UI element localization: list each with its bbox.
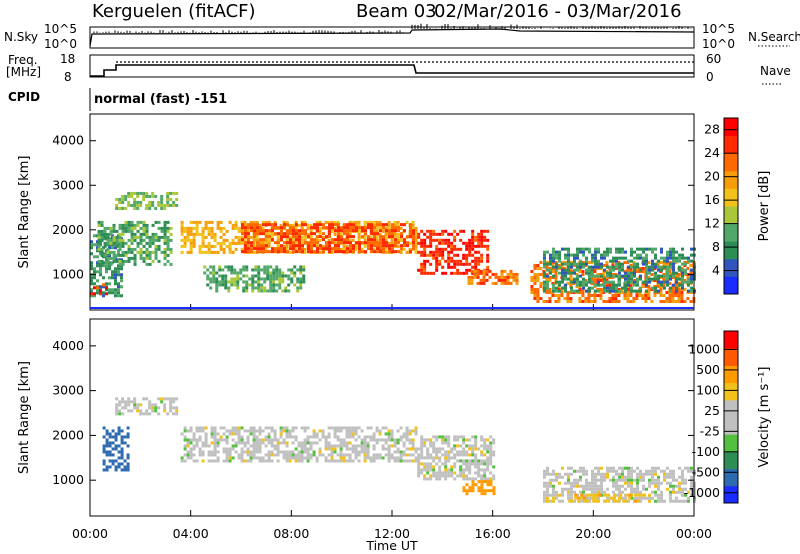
colorbar-tick-label: -1000 [684,485,720,500]
colorbar-tick-label: 25 [704,403,720,418]
colorbar-swatch [724,135,738,154]
nsky-spikes [93,23,692,33]
station-title: Kerguelen (fitACF) [92,1,256,22]
colorbar-tick-label: 500 [696,362,720,377]
colorbar-swatch [724,223,738,242]
data-region [115,397,179,416]
data-region [203,265,306,293]
y-tick-label: 2000 [52,222,84,237]
colorbar-swatch [724,468,738,487]
colorbar-tick-label: -25 [700,423,720,438]
y-axis-label: Slant Range [km] [17,156,32,269]
x-tick-label: 04:00 [173,526,209,541]
y-axis-label: Slant Range [km] [17,361,32,474]
nsearch-tick-top: 10^5 [702,22,735,36]
colorbar-tick-label: -100 [692,444,720,459]
beam-label: Beam 03 [356,1,437,22]
colorbar-tick-label: 24 [704,145,720,160]
nsky-tick-bottom: 10^0 [44,37,77,51]
nsky-panel [89,26,695,49]
colorbar-tick-label: 16 [704,192,720,207]
nave-tick-bottom: 0 [706,70,714,84]
data-region [467,269,519,285]
colorbar-swatch [724,382,738,401]
date-range: 02/Mar/2016 - 03/Mar/2016 [434,1,682,22]
colorbar-tick-label: 12 [704,216,720,231]
data-region [90,283,108,296]
colorbar-tick-label: 4 [712,263,720,278]
freq-tick-bottom: 8 [64,70,72,84]
status-panels [89,23,790,111]
y-tick-label: 4000 [52,338,84,353]
colorbar-swatch [724,451,738,470]
colorbar-swatch [724,365,738,384]
colorbar-swatch [724,241,738,260]
colorbar-swatch [724,348,738,366]
data-region [417,435,496,481]
data-region [241,223,415,254]
colorbar-tick-label: -500 [692,464,720,479]
x-tick-label: 20:00 [575,526,611,541]
y-tick-label: 4000 [52,133,84,148]
data-region [102,426,130,472]
colorbar-label: Velocity [m s⁻¹] [757,367,772,468]
colorbar-frame [723,117,739,295]
colorbar-swatch [724,170,738,189]
colorbar-swatch [724,276,738,295]
freq-label-line1: Freq. [8,53,38,67]
colorbar-swatch [724,153,738,172]
y-tick-label: 3000 [52,383,84,398]
x-axis-label: Time UT [365,538,418,553]
freq-tick-top: 18 [60,52,76,66]
data-region [462,480,496,496]
freq-line [90,64,694,77]
x-tick-label: 16:00 [475,526,511,541]
velocity-panel: 1000 2000 3000 4000 Slant Range [km] 1000 500 1… [17,318,772,553]
cpid-value: normal (fast) -151 [94,92,228,107]
nsky-tick-top: 10^5 [44,22,77,36]
nave-label: Nave [760,64,791,78]
colorbar-swatch [724,485,738,504]
data-region [417,229,490,275]
y-tick-label: 2000 [52,427,84,442]
x-tick-label: 12:00 [374,526,410,541]
data-region [568,493,647,503]
freq-label-line2: [MHz] [6,65,42,79]
y-tick-label: 3000 [52,177,84,192]
colorbar-swatch [724,206,738,225]
x-tick-label: 00:00 [72,526,108,541]
nave-tick-top: 60 [706,52,722,66]
colorbar-tick-label: 1000 [688,341,720,356]
colorbar-swatch [724,434,738,452]
colorbar-tick-label: 8 [712,239,720,254]
data-region [543,247,696,293]
x-tick-label: 00:00 [676,526,712,541]
data-region [97,220,173,266]
colorbar-tick-label: 28 [704,122,720,137]
colorbar-swatch [724,399,738,418]
colorbar-label: Power [dB] [757,171,772,242]
colorbar-swatch [724,118,738,137]
y-tick-label: 1000 [52,472,84,487]
nsky-label: N.Sky [4,30,39,44]
cpid-label: CPID [8,90,41,104]
x-tick-label: 08:00 [273,526,309,541]
data-region [180,426,418,463]
y-tick-label: 1000 [52,266,84,281]
nsky-line [89,28,695,47]
data-region [115,191,179,210]
plot-frame [89,318,695,517]
colorbar-tick-label: 20 [704,169,720,184]
colorbar-swatch [724,258,738,277]
freq-panel [89,54,695,78]
colorbar-swatch [724,188,738,207]
colorbar-swatch [724,331,738,349]
colorbar-swatch [724,417,738,435]
nsearch-tick-bottom: 10^0 [702,37,735,51]
colorbar-frame [723,330,739,504]
colorbar-tick-label: 100 [696,382,720,397]
nsearch-label: N.Search [748,30,800,44]
power-panel: 1000 2000 3000 4000 Slant Range [km] 4 8 12 16 20… [17,113,772,311]
